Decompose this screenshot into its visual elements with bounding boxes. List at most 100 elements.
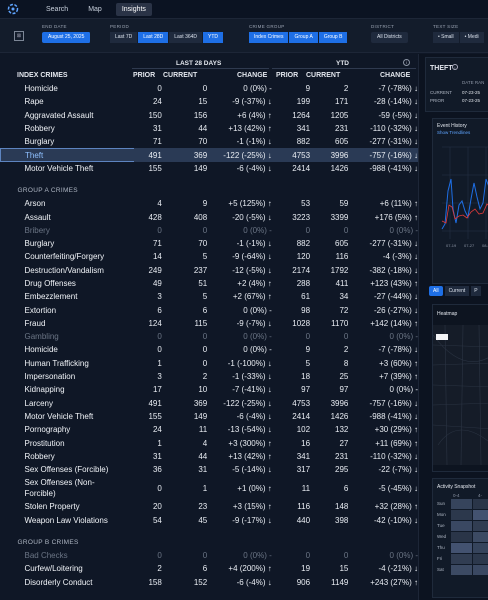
crime-name[interactable]: Destruction/Vandalism <box>24 265 104 275</box>
crime-name[interactable]: Assault <box>24 212 51 222</box>
table-row[interactable]: Bad Checks 0 0 0 (0%) - 0 0 0 (0%) - <box>1 549 419 562</box>
tab-prior[interactable]: P <box>471 286 481 296</box>
table-row[interactable]: Disorderly Conduct 158 152 -6 (-4%) ↓ 906 114… <box>1 576 419 589</box>
crime-name[interactable]: Rape <box>24 97 44 107</box>
table-row[interactable]: Assault 428 408 -20 (-5%) ↓ 3223 3399 +176 (5%… <box>1 210 419 223</box>
tab-all[interactable]: All <box>429 286 443 296</box>
col-ytd-change[interactable]: CHANGE <box>380 72 411 79</box>
crime-name[interactable]: Aggravated Assault <box>24 110 94 120</box>
crime-name[interactable]: Counterfeiting/Forgery <box>24 252 105 262</box>
crime-name[interactable]: Human Trafficking <box>24 358 89 368</box>
crime-name[interactable]: Pornography <box>24 425 71 435</box>
table-row[interactable]: Impersonation 3 2 -1 (-33%) ↓ 18 25 +7 (39%) ↑ <box>1 370 419 383</box>
table-row[interactable]: Curfew/Loitering 2 6 +4 (200%) ↑ 19 15 -4 (-21… <box>1 562 419 575</box>
table-row[interactable]: Destruction/Vandalism 249 237 -12 (-5%) ↓ 21… <box>1 264 419 277</box>
col-ytd-current[interactable]: CURRENT <box>306 72 341 79</box>
table-row[interactable]: Counterfeiting/Forgery 14 5 -9 (-64%) ↓ 120 1… <box>1 250 419 263</box>
show-trendlines-link[interactable]: Show Trendlines <box>437 130 471 135</box>
table-row[interactable]: Rape 24 15 -9 (-37%) ↓ 199 171 -28 (-14%) ↓ <box>1 95 419 108</box>
activity-cell[interactable] <box>451 510 472 520</box>
table-row[interactable]: Extortion 6 6 0 (0%) - 98 72 -26 (-27%) ↓ <box>1 303 419 316</box>
crime-name[interactable]: Gambling <box>24 332 59 342</box>
activity-cell[interactable] <box>451 532 472 542</box>
table-row[interactable]: Sex Offenses (Non- Forcible) 0 1 +1 (0%) ↑ 11… <box>1 476 419 500</box>
end-date-picker[interactable]: August 25, 2025 <box>42 32 92 43</box>
period-ytd[interactable]: YTD <box>203 32 225 43</box>
table-row[interactable]: Burglary 71 70 -1 (-1%) ↓ 882 605 -277 (-31%) … <box>1 135 419 148</box>
crime-name[interactable]: Burglary <box>24 137 55 147</box>
activity-cell[interactable] <box>451 543 472 553</box>
table-row[interactable]: Kidnapping 17 10 -7 (-41%) ↓ 97 97 0 (0%) - <box>1 383 419 396</box>
table-row[interactable]: Homicide 0 0 0 (0%) - 9 2 -7 (-78%) ↓ <box>1 82 419 95</box>
crime-name[interactable]: Larceny <box>24 398 53 408</box>
crime-name[interactable]: Motor Vehicle Theft <box>24 164 94 174</box>
tab-current[interactable]: Current <box>444 286 470 296</box>
activity-cell[interactable] <box>451 521 472 531</box>
table-row[interactable]: Fraud 124 115 -9 (-7%) ↓ 1028 1170 +142 (14%) … <box>1 317 419 330</box>
table-row[interactable]: Bribery 0 0 0 (0%) - 0 0 0 (0%) - <box>1 224 419 237</box>
nav-map[interactable]: Map <box>88 5 102 13</box>
table-row[interactable]: Burglary 71 70 -1 (-1%) ↓ 882 605 -277 (-31%) … <box>1 237 419 250</box>
table-row[interactable]: Sex Offenses (Forcible) 36 31 -5 (-14%) ↓ 31… <box>1 463 419 476</box>
info-icon[interactable]: i <box>403 59 410 66</box>
col-prior[interactable]: PRIOR <box>133 72 156 79</box>
crime-name[interactable]: Impersonation <box>24 372 76 382</box>
period-364d[interactable]: Last 364D <box>169 32 204 43</box>
table-row[interactable]: Motor Vehicle Theft 155 149 -6 (-4%) ↓ 2414 1… <box>1 410 419 423</box>
crime-name[interactable]: Extortion <box>24 305 57 315</box>
table-row[interactable]: Theft 491 369 -122 (-25%) ↓ 4753 3996 -757 (-1… <box>0 147 418 163</box>
table-row[interactable]: Human Trafficking 1 0 -1 (-100%) ↓ 5 8 +3 (60%… <box>1 357 419 370</box>
text-size-small[interactable]: • Small <box>433 32 460 43</box>
period-7d[interactable]: Last 7D <box>110 32 139 43</box>
table-row[interactable]: Robbery 31 44 +13 (42%) ↑ 341 231 -110 (-32%) … <box>1 122 419 135</box>
crime-name[interactable]: Homicide <box>24 84 58 94</box>
activity-cell[interactable] <box>473 532 488 542</box>
heatmap-map[interactable] <box>433 325 488 465</box>
crime-name[interactable]: Drug Offenses <box>24 279 76 288</box>
table-row[interactable]: Homicide 0 0 0 (0%) - 9 2 -7 (-78%) ↓ <box>1 343 419 356</box>
crime-name[interactable]: Sex Offenses (Forcible) <box>24 465 109 475</box>
crime-name[interactable]: Curfew/Loitering <box>24 564 83 574</box>
table-row[interactable]: Aggravated Assault 150 156 +6 (4%) ↑ 1264 120… <box>1 109 419 122</box>
table-row[interactable]: Prostitution 1 4 +3 (300%) ↑ 16 27 +11 (69%) ↑ <box>1 436 419 449</box>
col-current[interactable]: CURRENT <box>163 72 198 79</box>
activity-cell[interactable] <box>473 543 488 553</box>
period-28d[interactable]: Last 28D <box>138 32 170 43</box>
app-logo-icon[interactable] <box>6 2 20 16</box>
crime-name[interactable]: Stolen Property <box>24 502 80 512</box>
crime-name[interactable]: Kidnapping <box>24 385 65 395</box>
crime-name[interactable]: Burglary <box>24 239 55 249</box>
crime-group-a[interactable]: Group A <box>289 32 319 43</box>
crime-name[interactable]: Motor Vehicle Theft <box>24 411 94 421</box>
table-row[interactable]: Gambling 0 0 0 (0%) - 0 0 0 (0%) - <box>1 330 419 343</box>
table-row[interactable]: Robbery 31 44 +13 (42%) ↑ 341 231 -110 (-32%) … <box>1 450 419 463</box>
activity-cell[interactable] <box>473 565 488 575</box>
activity-cell[interactable] <box>451 554 472 564</box>
crime-group-b[interactable]: Group B <box>318 32 349 43</box>
table-row[interactable]: Larceny 491 369 -122 (-25%) ↓ 4753 3996 -757 (… <box>1 397 419 410</box>
table-row[interactable]: Stolen Property 20 23 +3 (15%) ↑ 116 148 +32 (… <box>1 500 419 513</box>
crime-name[interactable]: Disorderly Conduct <box>24 577 93 587</box>
table-row[interactable]: Pornography 24 11 -13 (-54%) ↓ 102 132 +30 (29… <box>1 423 419 436</box>
crime-name[interactable]: Fraud <box>24 318 46 328</box>
activity-cell[interactable] <box>473 554 488 564</box>
crime-name[interactable]: Bad Checks <box>24 551 68 561</box>
table-row[interactable]: Weapon Law Violations 54 45 -9 (-17%) ↓ 440 3… <box>1 514 419 527</box>
crime-name[interactable]: Sex Offenses (Non- Forcible) <box>1 476 134 500</box>
crime-name[interactable]: Theft <box>0 147 134 163</box>
col-change[interactable]: CHANGE <box>237 72 268 79</box>
district-select[interactable]: All Districts <box>371 32 408 43</box>
activity-cell[interactable] <box>451 565 472 575</box>
crime-name[interactable]: Embezzlement <box>24 292 78 302</box>
table-row[interactable]: Embezzlement 3 5 +2 (67%) ↑ 61 34 -27 (-44%) ↓ <box>1 290 419 303</box>
col-ytd-prior[interactable]: PRIOR <box>276 72 299 79</box>
crime-name[interactable]: Homicide <box>24 345 58 355</box>
text-size-medium[interactable]: • Medi <box>459 32 485 43</box>
table-row[interactable]: Arson 4 9 +5 (125%) ↑ 53 59 +6 (11%) ↑ <box>1 197 419 210</box>
table-row[interactable]: Motor Vehicle Theft 155 149 -6 (-4%) ↓ 2414 1… <box>1 162 419 175</box>
nav-search[interactable]: Search <box>46 5 69 13</box>
activity-cell[interactable] <box>451 499 472 509</box>
collapse-panel-icon[interactable]: ⊠ <box>14 31 24 41</box>
crime-name[interactable]: Bribery <box>24 225 50 235</box>
crime-name[interactable]: Arson <box>24 199 46 209</box>
